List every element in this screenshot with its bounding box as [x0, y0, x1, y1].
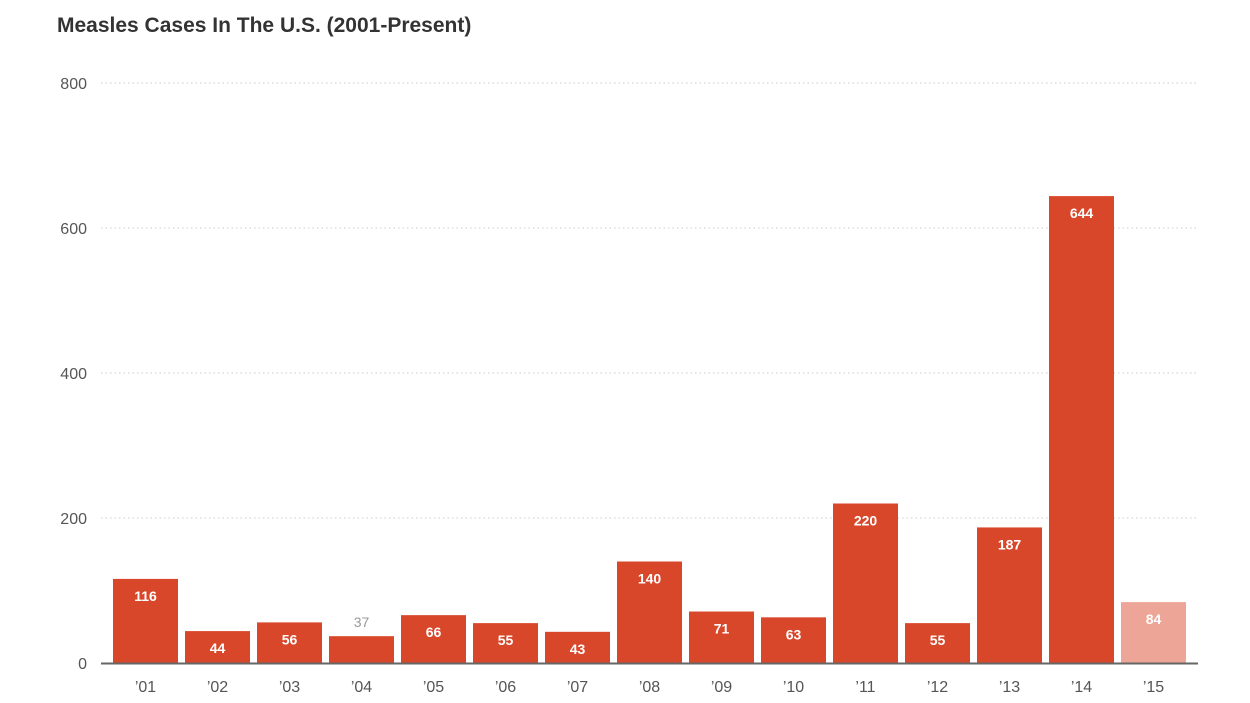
x-tick-label: ’09 [711, 679, 732, 696]
data-label: 140 [638, 571, 662, 587]
data-label: 44 [210, 640, 226, 656]
data-label: 220 [854, 513, 878, 529]
x-tick-label: ’03 [279, 679, 300, 696]
bar [257, 622, 322, 663]
data-label: 55 [930, 632, 946, 648]
y-tick-label: 200 [60, 511, 87, 528]
x-tick-label: ’11 [855, 679, 875, 696]
x-tick-label: ’08 [639, 679, 660, 696]
data-label: 43 [570, 641, 586, 657]
data-label: 84 [1146, 611, 1162, 627]
data-label: 187 [998, 536, 1022, 552]
x-tick-label: ’12 [927, 679, 948, 696]
data-label: 116 [134, 588, 157, 604]
bar [617, 561, 682, 663]
x-tick-label: ’05 [423, 679, 444, 696]
data-label: 55 [498, 632, 514, 648]
bar [1121, 602, 1186, 663]
bar [761, 617, 826, 663]
data-label: 71 [714, 621, 730, 637]
bar [545, 631, 610, 663]
chart-title: Measles Cases In The U.S. (2001-Present) [57, 14, 472, 37]
x-tick-label: ’10 [783, 679, 804, 696]
y-tick-label: 800 [60, 76, 87, 93]
bar [689, 611, 754, 663]
data-label: 644 [1070, 205, 1094, 221]
x-tick-label: ’02 [207, 679, 228, 696]
bar [1049, 196, 1114, 663]
data-label: 66 [426, 624, 442, 640]
x-tick-label: ’15 [1143, 679, 1164, 696]
y-tick-label: 600 [60, 221, 87, 238]
bar [401, 615, 466, 663]
data-label: 56 [282, 631, 298, 647]
x-tick-label: ’04 [351, 679, 372, 696]
x-tick-label: ’06 [495, 679, 516, 696]
bar [833, 503, 898, 663]
y-tick-label: 400 [60, 366, 87, 383]
x-tick-label: ’14 [1071, 679, 1092, 696]
bar [185, 631, 250, 663]
bar [905, 623, 970, 663]
data-label: 37 [354, 614, 370, 630]
bar [473, 623, 538, 663]
data-label: 63 [786, 626, 802, 642]
x-tick-label: ’01 [135, 679, 156, 696]
x-tick-label: ’13 [999, 679, 1020, 696]
bar [977, 527, 1042, 663]
y-tick-label: 0 [78, 656, 87, 673]
x-tick-label: ’07 [567, 679, 588, 696]
bar [113, 578, 178, 663]
bar [329, 636, 394, 663]
